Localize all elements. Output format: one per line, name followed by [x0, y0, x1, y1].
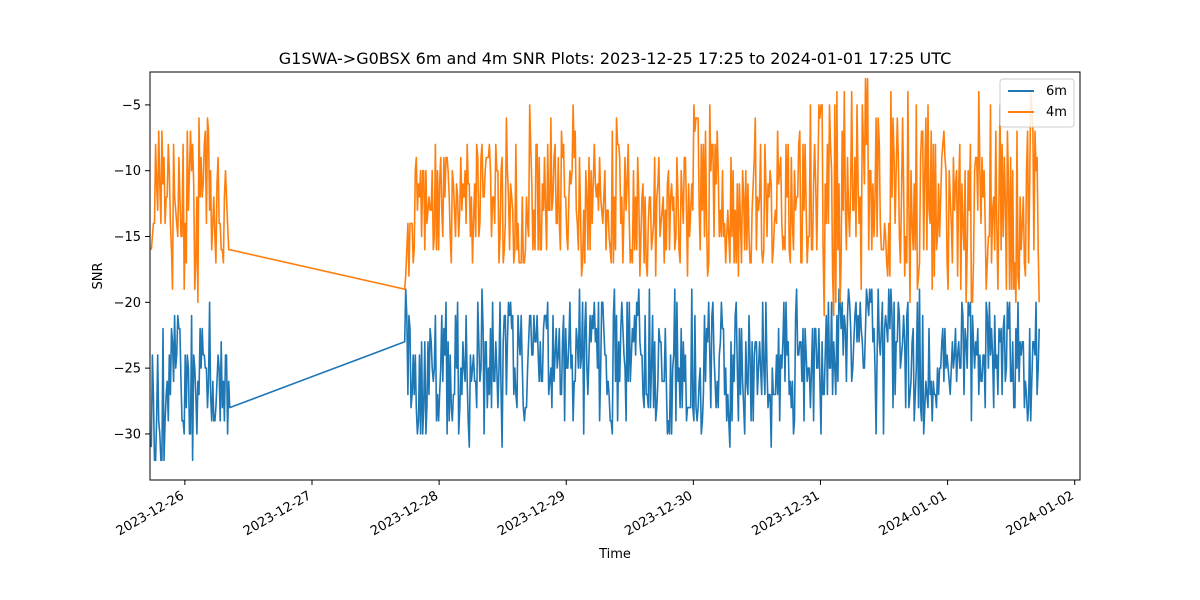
x-tick-label: 2023-12-26 [114, 488, 187, 539]
x-tick-label: 2024-01-02 [1004, 488, 1077, 539]
legend: 6m 4m [999, 78, 1075, 128]
series-line-6m [150, 288, 1040, 462]
series-line-4m [150, 77, 1040, 317]
x-tick-label: 2023-12-29 [495, 488, 568, 539]
y-tick-label: −5 [122, 98, 141, 113]
y-tick-label: −15 [114, 230, 141, 245]
y-tick-label: −30 [114, 427, 141, 442]
y-tick-label: −20 [114, 296, 141, 311]
x-tick-label: 2023-12-28 [368, 488, 441, 539]
legend-label-4m: 4m [1046, 105, 1067, 120]
y-axis: −30 −25 −20 −15 −10 −5 [114, 98, 150, 442]
legend-label-6m: 6m [1046, 84, 1067, 99]
y-tick-label: −10 [114, 164, 141, 179]
x-tick-label: 2024-01-01 [877, 488, 950, 539]
y-tick-label: −25 [114, 362, 141, 377]
x-tick-label: 2023-12-31 [750, 488, 823, 539]
x-tick-label: 2023-12-27 [241, 488, 314, 539]
x-axis-label: Time [598, 547, 631, 562]
chart-title: G1SWA->G0BSX 6m and 4m SNR Plots: 2023-1… [279, 49, 952, 68]
x-tick-label: 2023-12-30 [622, 488, 695, 539]
series-layer [150, 77, 1040, 462]
x-axis: 2023-12-26 2023-12-27 2023-12-28 2023-12-29… [114, 480, 1077, 539]
y-axis-label: SNR [91, 262, 106, 289]
plot-frame [149, 71, 1081, 481]
